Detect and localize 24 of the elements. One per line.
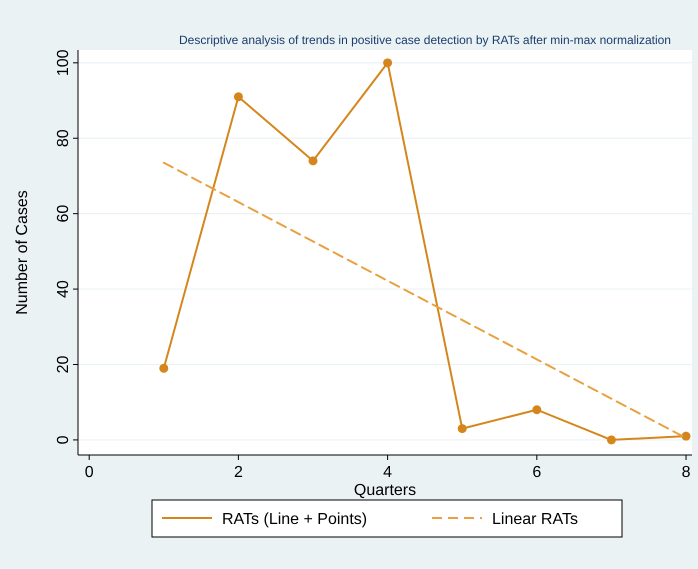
- y-tick-label: 0: [55, 435, 72, 444]
- point: [458, 424, 467, 434]
- point: [383, 58, 392, 68]
- y-tick-label: 60: [55, 204, 72, 223]
- x-tick-label: 0: [84, 464, 94, 481]
- legend-label: Linear RATs: [492, 511, 578, 528]
- x-tick-label: 6: [532, 464, 542, 481]
- y-tick-label: 80: [55, 129, 72, 148]
- point: [606, 435, 616, 444]
- chart-title: Descriptive analysis of trends in positive case detection by RATs after min-max normalization: [179, 33, 671, 47]
- y-axis-title: Number of Cases: [14, 190, 31, 315]
- x-tick-label: 4: [383, 464, 392, 481]
- y-tick-label: 40: [55, 280, 72, 298]
- point: [159, 364, 168, 373]
- point: [234, 92, 243, 102]
- x-tick-label: 8: [682, 464, 691, 481]
- point: [308, 156, 318, 166]
- x-tick-label: 2: [234, 464, 243, 481]
- y-tick-label: 100: [55, 49, 72, 76]
- legend-label: RATs (Line + Points): [222, 511, 368, 528]
- point: [532, 405, 542, 414]
- y-tick-label: 20: [55, 355, 72, 374]
- x-axis-title: Quarters: [354, 482, 416, 499]
- point: [682, 432, 691, 441]
